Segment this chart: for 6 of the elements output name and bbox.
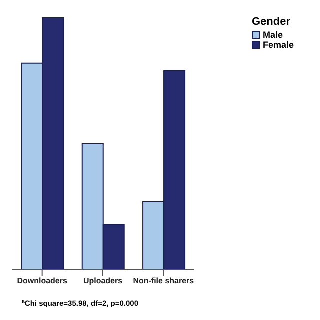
legend-title: Gender	[252, 16, 292, 28]
legend-label: Male	[263, 30, 284, 40]
legend-label: Female	[263, 40, 294, 50]
x-tick-label: Uploaders	[83, 276, 124, 286]
x-tick-label: Non-file sharers	[133, 276, 195, 286]
x-tick-label: Downloaders	[17, 276, 68, 286]
